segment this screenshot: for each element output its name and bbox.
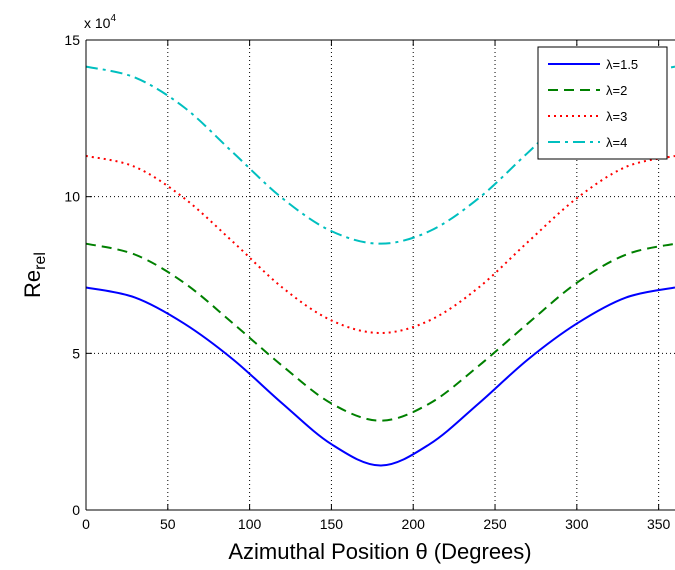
y-tick-label: 5	[72, 345, 80, 361]
x-tick-label: 100	[238, 516, 262, 532]
legend-label-4: λ=4	[606, 135, 627, 150]
series-line-2	[85, 242, 675, 422]
legend-label-2: λ=2	[606, 83, 627, 98]
y-tick-label: 0	[72, 502, 80, 518]
legend-box	[537, 46, 668, 160]
y-multiplier-exponent: 4	[110, 13, 116, 24]
x-tick-label: 0	[82, 516, 90, 532]
x-tick-label: 200	[402, 516, 426, 532]
y-axis-label: Rerel	[20, 252, 49, 298]
series-line-1	[85, 286, 675, 467]
y-multiplier: x 104	[84, 13, 116, 31]
x-axis-label: Azimuthal Position θ (Degrees)	[228, 539, 531, 564]
y-tick-label: 15	[64, 32, 80, 48]
legend-label-1: λ=1.5	[606, 57, 638, 72]
y-tick-label: 10	[64, 189, 80, 205]
legend: λ=1.5 λ=2 λ=3 λ=4	[537, 46, 668, 160]
x-tick-label: 350	[647, 516, 671, 532]
x-tick-label: 300	[565, 516, 589, 532]
y-axis-label-subscript: rel	[32, 252, 49, 270]
x-tick-label: 50	[160, 516, 176, 532]
series-layer	[85, 65, 675, 467]
series-line-4	[85, 65, 675, 245]
series-line-3	[85, 154, 675, 334]
legend-label-3: λ=3	[606, 109, 627, 124]
x-tick-label: 250	[483, 516, 507, 532]
ticks: 0 50 100 150 200 250 300 350 0 5 10 15	[64, 32, 670, 532]
x-tick-label: 150	[320, 516, 344, 532]
